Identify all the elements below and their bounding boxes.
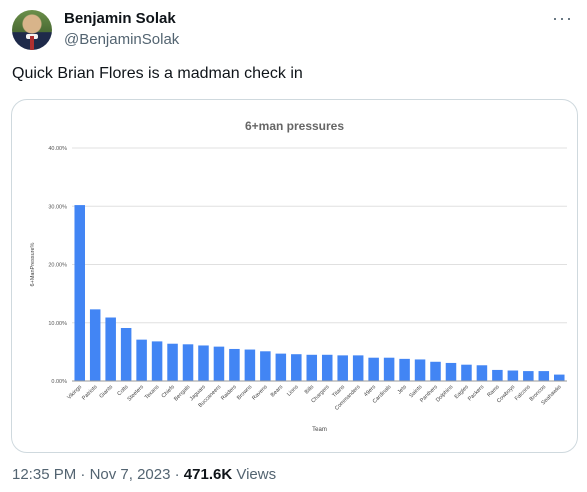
bar bbox=[167, 343, 178, 381]
bar bbox=[461, 364, 472, 381]
bar bbox=[321, 354, 333, 381]
bar bbox=[260, 351, 271, 381]
meta-separator: · bbox=[80, 466, 86, 483]
tweet-meta: 12:35 PM · Nov 7, 2023 · 471.6K Views bbox=[12, 466, 276, 483]
y-axis-title: 6+ManPressure% bbox=[30, 242, 36, 286]
x-tick-label: Bengals bbox=[173, 384, 191, 402]
bar bbox=[89, 309, 101, 381]
x-tick-label: Bears bbox=[270, 384, 285, 399]
x-tick-label: Dolphins bbox=[435, 384, 455, 404]
bar bbox=[182, 344, 194, 381]
bar bbox=[430, 361, 441, 381]
x-tick-label: Lions bbox=[286, 384, 300, 398]
bar bbox=[105, 317, 116, 381]
y-tick-label: 20.00% bbox=[48, 263, 67, 269]
tweet-text: Quick Brian Flores is a madman check in bbox=[12, 65, 303, 82]
bar bbox=[198, 345, 209, 381]
bar bbox=[291, 354, 302, 381]
bar bbox=[445, 362, 457, 381]
meta-separator: · bbox=[174, 466, 180, 483]
tweet-date[interactable]: Nov 7, 2023 bbox=[89, 466, 171, 483]
bar bbox=[554, 374, 565, 381]
y-tick-label: 40.00% bbox=[48, 146, 67, 152]
bar bbox=[213, 346, 225, 381]
bar bbox=[120, 327, 132, 381]
x-tick-label: Ravens bbox=[251, 384, 269, 402]
bar bbox=[538, 371, 550, 381]
tweet-time[interactable]: 12:35 PM bbox=[12, 466, 77, 483]
chart-image-card[interactable]: 6+man pressures 0.00% 10.00% 20.00% 30.00% 4… bbox=[11, 99, 578, 453]
bar bbox=[492, 369, 503, 381]
views-label: Views bbox=[236, 466, 277, 483]
bar-chart: 0.00%10.00%20.00%30.00%40.00%VikingsPatr… bbox=[30, 146, 567, 433]
x-tick-label: Bills bbox=[304, 384, 316, 396]
x-axis-title: Team bbox=[312, 427, 327, 433]
x-tick-label: Patriots bbox=[81, 384, 99, 402]
x-tick-label: Jets bbox=[397, 384, 409, 396]
x-tick-label: Giants bbox=[99, 384, 115, 400]
avatar-tie bbox=[30, 36, 34, 50]
x-tick-label: Texans bbox=[144, 384, 161, 401]
display-name[interactable]: Benjamin Solak bbox=[64, 10, 176, 27]
bar bbox=[383, 357, 395, 381]
y-tick-label: 30.00% bbox=[48, 204, 67, 210]
bar bbox=[151, 341, 163, 381]
bar bbox=[136, 339, 147, 381]
bar bbox=[229, 348, 240, 381]
more-options-icon[interactable]: ··· bbox=[552, 8, 573, 28]
bar bbox=[244, 349, 256, 381]
x-tick-label: Steelers bbox=[127, 384, 146, 403]
x-tick-label: Packers bbox=[467, 384, 485, 402]
bar bbox=[275, 353, 287, 381]
bar bbox=[476, 365, 488, 381]
bar bbox=[507, 370, 519, 381]
x-tick-label: Raiders bbox=[220, 384, 238, 402]
bar bbox=[352, 355, 364, 381]
y-tick-label: 10.00% bbox=[48, 321, 67, 327]
y-tick-label: 0.00% bbox=[51, 379, 67, 385]
x-tick-label: Browns bbox=[236, 384, 253, 401]
bar bbox=[399, 358, 410, 381]
bar bbox=[368, 357, 379, 381]
x-tick-label: Colts bbox=[116, 384, 129, 397]
bar bbox=[306, 354, 318, 381]
chart-title: 6+man pressures bbox=[244, 119, 345, 133]
bar bbox=[523, 371, 534, 381]
views-count: 471.6K bbox=[183, 466, 233, 483]
avatar[interactable] bbox=[12, 10, 52, 50]
bar bbox=[74, 205, 85, 381]
bar bbox=[337, 355, 348, 381]
user-handle[interactable]: @BenjaminSolak bbox=[64, 31, 180, 48]
bar bbox=[414, 359, 426, 381]
